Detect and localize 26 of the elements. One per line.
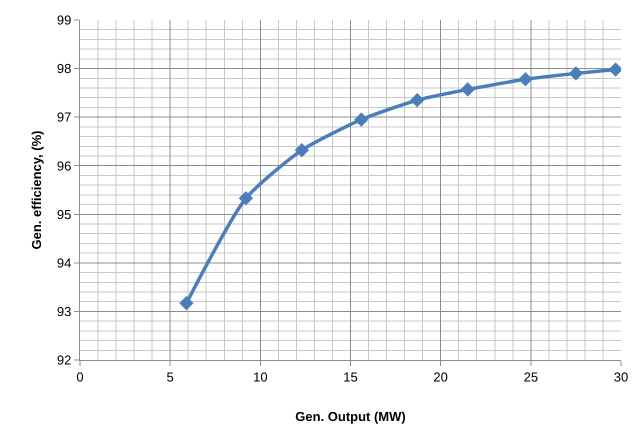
point [460, 82, 475, 97]
point [568, 66, 584, 81]
y-tick-label: 92 [56, 352, 72, 368]
x-tick-label: 5 [166, 370, 174, 385]
y-tick-label: 99 [56, 12, 72, 28]
point [608, 62, 621, 77]
x-tick-label: 20 [433, 370, 448, 385]
point [354, 112, 368, 127]
y-tick-label: 93 [56, 304, 72, 319]
y-tick-label: 95 [56, 206, 72, 222]
y-tick-label: 98 [56, 61, 72, 76]
x-tick-label: 30 [614, 370, 628, 385]
point [518, 72, 533, 86]
y-tick-label: 94 [56, 255, 72, 270]
y-tick-label: 96 [56, 158, 72, 174]
point [179, 296, 194, 310]
point [410, 92, 424, 108]
point [294, 143, 309, 158]
x-axis-title: Gen. Output (MW) [295, 409, 406, 424]
x-tick-label: 25 [524, 370, 538, 385]
y-tick-label: 97 [56, 110, 72, 125]
x-tick-label: 10 [253, 370, 268, 385]
x-tick-label: 15 [343, 370, 358, 385]
x-tick-label: 0 [76, 370, 84, 385]
point [238, 191, 254, 206]
y-axis-title: Gen. efficiency, (%) [28, 130, 44, 250]
